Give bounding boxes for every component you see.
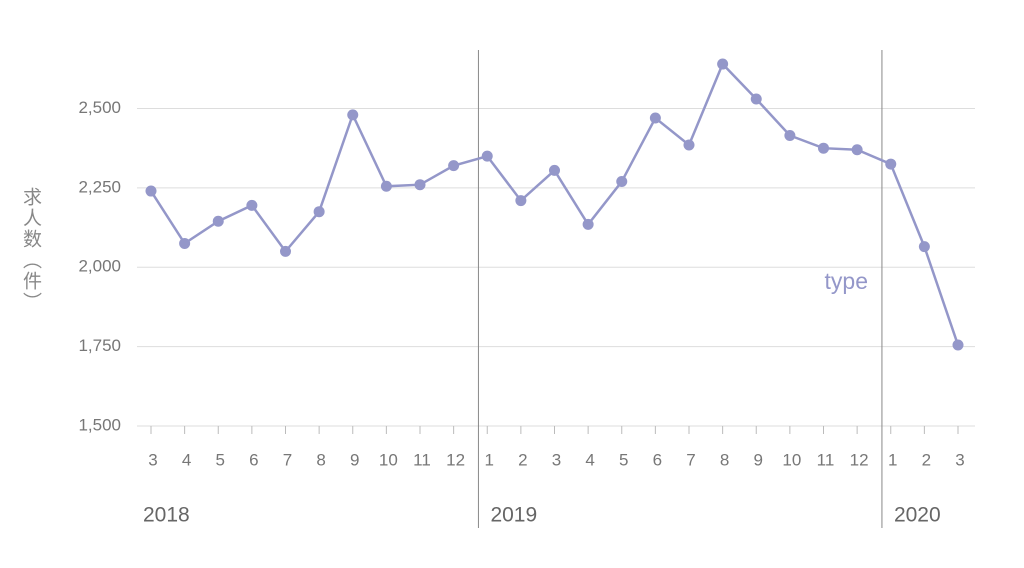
point xyxy=(582,218,594,230)
point xyxy=(683,139,695,151)
x-tick-label: 11 xyxy=(413,450,431,469)
x-tick-label: 1 xyxy=(485,450,494,469)
year-label: 2020 xyxy=(894,504,941,527)
point xyxy=(885,158,897,170)
x-tick-label: 12 xyxy=(850,450,869,469)
point xyxy=(851,144,863,156)
x-tick-label: 7 xyxy=(686,450,695,469)
y-tick-label: 2,250 xyxy=(78,177,121,196)
x-tick-label: 3 xyxy=(552,450,561,469)
point xyxy=(515,195,527,207)
x-tick-label: 3 xyxy=(148,450,157,469)
year-label: 2018 xyxy=(143,504,190,527)
x-tick-label: 7 xyxy=(283,450,292,469)
y-tick-label: 2,500 xyxy=(78,98,121,117)
x-tick-label: 5 xyxy=(619,450,628,469)
point xyxy=(952,339,964,351)
y-axis-label: 求人数（件） xyxy=(20,187,42,313)
x-tick-label: 9 xyxy=(754,450,763,469)
point xyxy=(818,142,829,154)
x-tick-label: 5 xyxy=(216,450,225,469)
x-tick-label: 1 xyxy=(888,450,897,469)
x-tick-label: 10 xyxy=(379,450,398,469)
x-tick-label: 8 xyxy=(720,450,729,469)
x-tick-label: 11 xyxy=(817,450,835,469)
point xyxy=(414,179,426,191)
point xyxy=(145,185,157,197)
point xyxy=(380,180,392,192)
point xyxy=(918,241,930,253)
y-tick-label: 1,500 xyxy=(78,415,121,434)
x-tick-label: 2 xyxy=(922,450,931,469)
legend-label: type xyxy=(825,268,868,294)
point xyxy=(649,112,661,124)
point xyxy=(549,164,560,176)
y-tick-label: 1,750 xyxy=(78,336,121,355)
point xyxy=(246,199,258,211)
point xyxy=(717,58,729,70)
point xyxy=(750,93,762,105)
x-tick-label: 10 xyxy=(782,450,801,469)
x-tick-label: 4 xyxy=(182,450,191,469)
x-tick-label: 9 xyxy=(350,450,359,469)
x-tick-label: 12 xyxy=(446,450,465,469)
y-tick-label: 2,000 xyxy=(78,257,121,276)
x-tick-label: 3 xyxy=(955,450,964,469)
point xyxy=(481,150,493,162)
point xyxy=(280,245,291,257)
line xyxy=(149,61,960,346)
x-tick-label: 2 xyxy=(518,450,527,469)
point xyxy=(347,109,359,121)
point xyxy=(784,129,796,141)
x-tick-label: 8 xyxy=(316,450,325,469)
point xyxy=(616,176,628,188)
point xyxy=(179,237,191,249)
x-tick-label: 6 xyxy=(249,450,258,469)
point xyxy=(448,160,460,172)
point xyxy=(313,206,325,218)
x-tick-label: 4 xyxy=(585,450,594,469)
x-tick-label: 6 xyxy=(653,450,662,469)
point xyxy=(212,215,224,227)
year-label: 2019 xyxy=(490,504,537,527)
